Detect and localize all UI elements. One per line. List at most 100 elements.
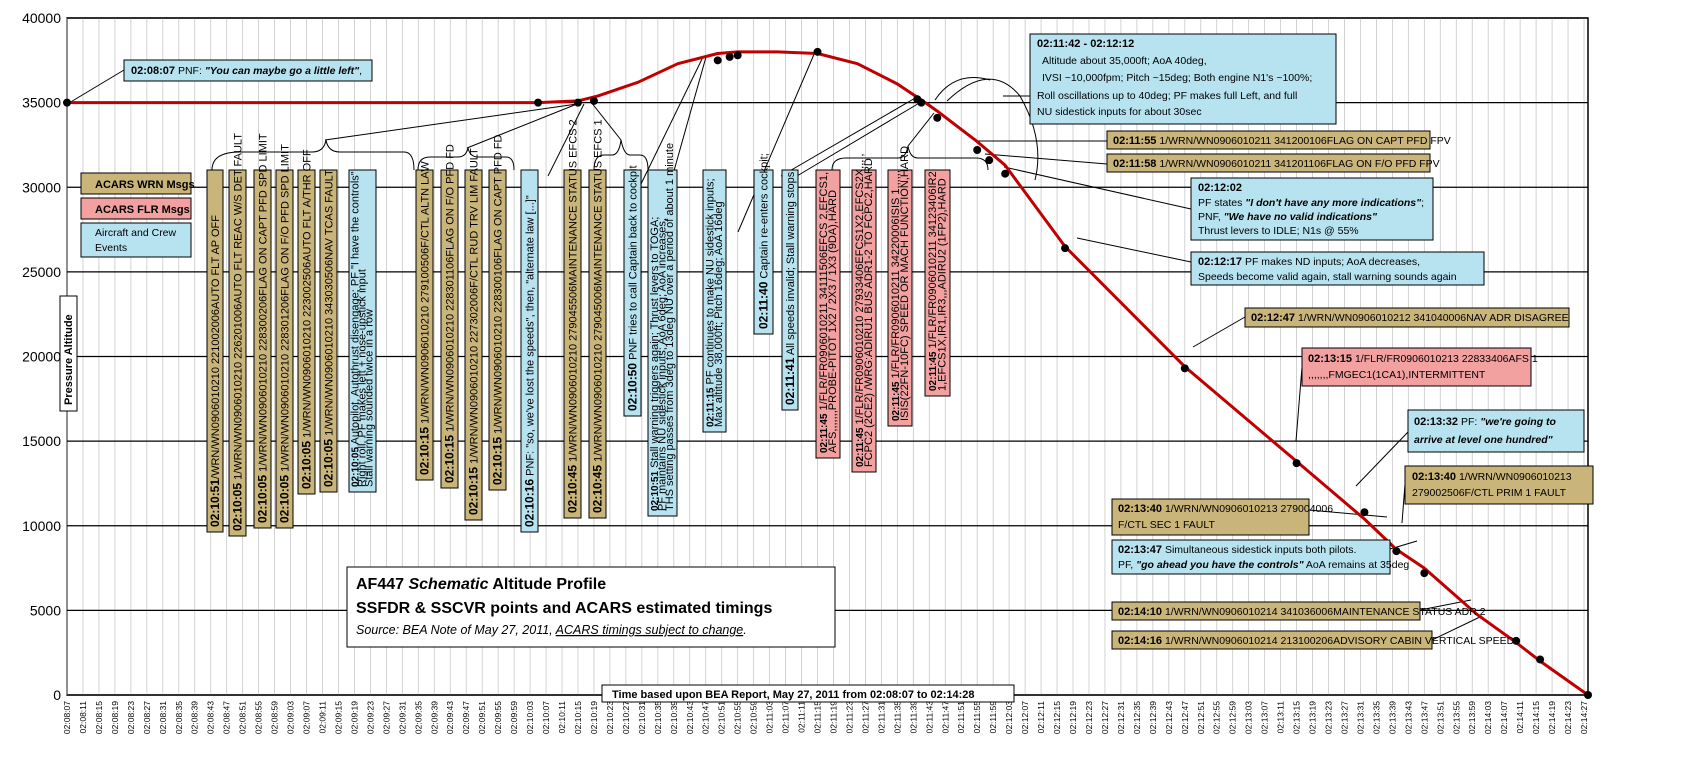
x-tick-label: 02:12:39 bbox=[1148, 701, 1158, 734]
vbox-wrn: 02:10:05 1/WRN/WN0906010210 226201006AUT… bbox=[228, 133, 247, 537]
vbox-wrn: 02:10:15 1/WRN/WN0906010210 227302006F/C… bbox=[464, 148, 483, 521]
callout-021347: 02:13:47 Simultaneous sidestick inputs b… bbox=[1111, 539, 1409, 575]
data-point bbox=[933, 113, 942, 122]
x-tick-label: 02:11:35 bbox=[892, 701, 902, 734]
x-tick-label: 02:10:15 bbox=[573, 701, 583, 734]
callout-021332: 02:13:32 PF: "we're going to arrive at l… bbox=[1407, 409, 1585, 453]
svg-text:PNF, "We have no valid indicat: PNF, "We have no valid indications" bbox=[1198, 211, 1378, 223]
x-tick-label: 02:12:47 bbox=[1180, 701, 1190, 734]
x-tick-label: 02:09:23 bbox=[365, 701, 375, 734]
title-line-3: Source: BEA Note of May 27, 2011, ACARS … bbox=[356, 623, 747, 637]
data-point bbox=[1392, 547, 1401, 556]
svg-text:279002506F/CTL PRIM 1 FAULT: 279002506F/CTL PRIM 1 FAULT bbox=[1412, 487, 1567, 499]
y-tick-label: 5000 bbox=[30, 602, 61, 618]
x-tick-label: 02:13:55 bbox=[1451, 701, 1461, 734]
svg-text:,,,,,,,FMGEC1(1CA1),INTERMITTE: ,,,,,,,FMGEC1(1CA1),INTERMITTENT bbox=[1308, 369, 1486, 381]
y-tick-label: 20000 bbox=[22, 349, 61, 365]
x-tick-label: 02:08:31 bbox=[158, 701, 168, 734]
x-tick-label: 02:14:19 bbox=[1547, 701, 1557, 734]
connector-lines bbox=[68, 51, 1483, 641]
title-line-2: SSFDR & SSCVR points and ACARS estimated… bbox=[356, 600, 772, 617]
legend-wrn-label: ACARS WRN Msgs bbox=[95, 179, 195, 191]
x-tick-label: 02:09:27 bbox=[381, 701, 391, 734]
y-tick-label: 15000 bbox=[22, 433, 61, 449]
x-tick-label: 02:11:11 bbox=[797, 701, 807, 733]
svg-text:02:14:10 1/WRN/WN0906010214 34: 02:14:10 1/WRN/WN0906010214 341036006MAI… bbox=[1118, 606, 1486, 618]
vbox-wrn: 02:10:45 1/WRN/WN0906010210 279045506MAI… bbox=[563, 119, 582, 519]
x-tick-label: 02:12:59 bbox=[1228, 701, 1238, 734]
vbox-text: 02:10:45 1/WRN/WN0906010210 279045506MAI… bbox=[566, 119, 580, 513]
callout-021416: 02:14:16 1/WRN/WN0906010214 213100206ADV… bbox=[1111, 630, 1515, 650]
vbox-evt: 02:11:41 All speeds invalid; Stall warni… bbox=[781, 169, 799, 411]
vbox-text: 02:10:51 Stall warning triggers again; T… bbox=[649, 217, 661, 511]
vbox-text: 02:11:40 Captain re-enters cockpit; bbox=[757, 153, 771, 329]
y-tick-label: 40000 bbox=[22, 10, 61, 26]
vbox-flr: 02:11:45 1/FLR/FR0906010211 34111506EFCS… bbox=[815, 169, 841, 459]
callout-021155: 02:11:55 1/WRN/WN0906010211 341200106FLA… bbox=[1106, 130, 1451, 150]
x-tick-label: 02:10:27 bbox=[621, 701, 631, 734]
x-tick-label: 02:12:07 bbox=[1020, 701, 1030, 734]
data-point bbox=[1061, 244, 1070, 253]
vbox-text: FCPC2 (2CE2) /WRG:ADIRU1 BUS ADR1-2 TO F… bbox=[863, 158, 875, 467]
x-tick-label: 02:09:11 bbox=[317, 701, 327, 734]
data-point bbox=[1536, 655, 1545, 664]
x-tick-label: 02:10:51 bbox=[717, 701, 727, 734]
x-tick-label: 02:08:27 bbox=[142, 701, 152, 734]
x-tick-label: 02:08:59 bbox=[270, 701, 280, 734]
data-point bbox=[63, 98, 71, 107]
x-tick-label: 02:10:31 bbox=[637, 701, 647, 734]
vbox-text: 02:10:05 1/WRN/WN0906010210 223002506AUT… bbox=[300, 149, 314, 489]
x-tick-label: 02:10:39 bbox=[669, 701, 679, 734]
callout-021340-sec: 02:13:40 1/WRN/WN0906010213 279004006 F/… bbox=[1111, 498, 1333, 536]
vbox-flr: 02:11:45 1/FLR/FR0906010211 34220006ISIS… bbox=[887, 146, 913, 427]
data-points bbox=[63, 47, 1592, 699]
altitude-line bbox=[67, 50, 1589, 697]
vbox-wrn: 02:10:15 1/WRN/WN0906010210 228301106FLA… bbox=[440, 144, 459, 489]
x-tick-label: 02:13:23 bbox=[1324, 701, 1334, 734]
vbox-wrn: 02:10:45 1/WRN/WN0906010210 279045006MAI… bbox=[588, 119, 607, 519]
x-tick-label: 02:12:23 bbox=[1084, 701, 1094, 734]
vbox-evt: 02:10:50 PNF tries to call Captain back … bbox=[623, 165, 642, 417]
x-tick-label: 02:09:43 bbox=[445, 701, 455, 734]
vbox-text: 02:10:15 1/WRN/WN0906010210 228301106FLA… bbox=[443, 144, 457, 483]
x-tick-label: 02:12:11 bbox=[1036, 701, 1046, 734]
svg-text:02:13:40 1/WRN/WN0906010213: 02:13:40 1/WRN/WN0906010213 bbox=[1412, 471, 1572, 483]
vbox-text: AFS,,,,,,,PROBE-PITOT 1X2 / 2X3 / 1X3 (9… bbox=[827, 190, 839, 453]
title-box: AF447 Schematic Altitude Profile SSFDR &… bbox=[346, 566, 836, 648]
x-tick-label: 02:10:11 bbox=[557, 701, 567, 734]
x-tick-label: 02:11:23 bbox=[844, 701, 854, 734]
callout-time: 02:11:42 - 02:12:12 bbox=[1037, 38, 1134, 50]
x-tick-label: 02:11:39 bbox=[908, 701, 918, 734]
x-tick-label: 02:11:07 bbox=[781, 701, 791, 734]
x-tick-label: 02:13:31 bbox=[1355, 701, 1365, 734]
x-tick-label: 02:11:27 bbox=[860, 701, 870, 734]
svg-text:02:11:58 1/WRN/WN0906010211 34: 02:11:58 1/WRN/WN0906010211 341201106FLA… bbox=[1113, 158, 1440, 170]
svg-text:PF, "go ahead you have the con: PF, "go ahead you have the controls" AoA… bbox=[1118, 559, 1409, 571]
data-point bbox=[985, 156, 994, 165]
vbox-text: 02:10:05 1/WRN/WN0906010210 228300206FLA… bbox=[256, 133, 270, 523]
x-tick-label: 02:13:03 bbox=[1244, 701, 1254, 734]
vbox-wrn: 02:10:05 1/WRN/WN0906010210 228301206FLA… bbox=[275, 144, 294, 529]
svg-text:IVSI ~10,000fpm; Pitch ~15deg;: IVSI ~10,000fpm; Pitch ~15deg; Both engi… bbox=[1042, 72, 1312, 84]
callouts: 02:08:07 PNF: "You can maybe go a little… bbox=[123, 33, 1594, 650]
x-tick-label: 02:08:47 bbox=[222, 701, 232, 734]
data-point bbox=[1584, 691, 1592, 699]
y-tick-label: 10000 bbox=[22, 518, 61, 534]
data-point bbox=[573, 98, 582, 107]
x-tick-label: 02:08:11 bbox=[78, 701, 88, 734]
x-tick-label: 02:09:47 bbox=[461, 701, 471, 734]
vbox-text: Right roll, PF makes left + nose-upstick… bbox=[356, 269, 368, 487]
y-tick-labels: 0 5000 10000 15000 20000 25000 30000 35000 40000 bbox=[22, 10, 61, 703]
vbox-text: 02:11:45 1/FLR/FR0906010211 34123406IR2 bbox=[927, 171, 939, 391]
y-tick-label: 35000 bbox=[22, 95, 61, 111]
data-point bbox=[589, 96, 598, 105]
x-tick-label: 02:11:19 bbox=[828, 701, 838, 734]
callout-021202: 02:12:02 PF states "I don't have any mor… bbox=[1190, 177, 1434, 241]
callout-0208: 02:08:07 PNF: "You can maybe go a little… bbox=[123, 59, 373, 82]
svg-text:NU sidestick inputs for about: NU sidestick inputs for about 30sec bbox=[1037, 106, 1202, 118]
x-tick-label: 02:13:19 bbox=[1308, 701, 1318, 734]
data-point bbox=[725, 52, 734, 61]
x-tick-label: 02:09:35 bbox=[413, 701, 423, 734]
x-tick-label: 02:09:07 bbox=[302, 701, 312, 734]
vbox-wrn: 02:10:05 1/WRN/WN0906010210 223002506AUT… bbox=[297, 149, 316, 495]
